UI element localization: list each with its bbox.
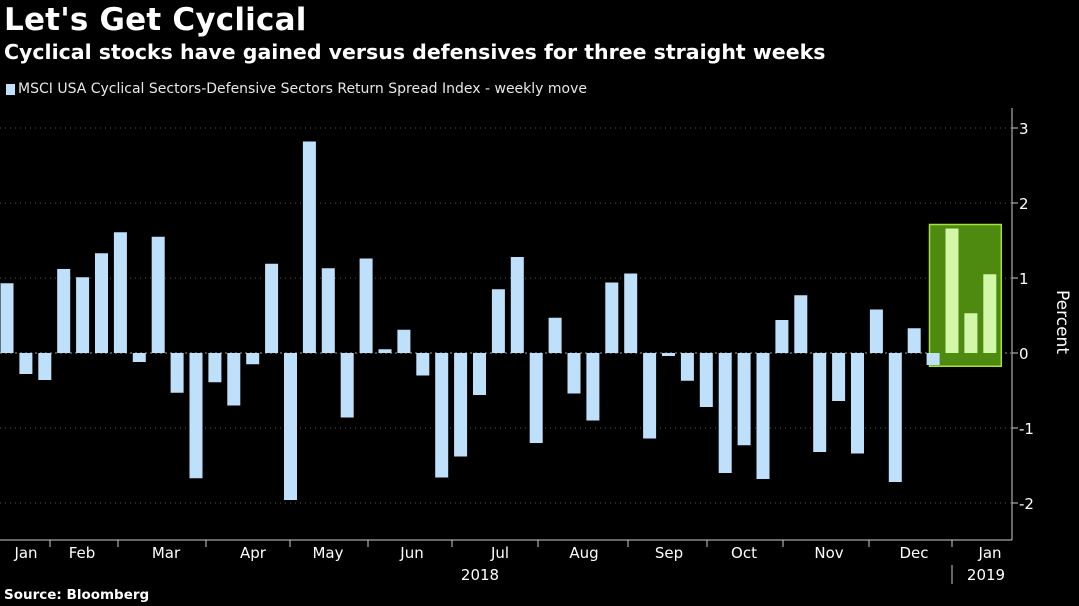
x-tick-label: Apr [240, 544, 267, 562]
x-tick-label: Feb [69, 544, 96, 562]
y-tick-label: -1 [1019, 420, 1034, 438]
bar [945, 228, 959, 353]
x-tick-label: Dec [899, 544, 928, 562]
bar [983, 274, 997, 353]
bar [964, 313, 978, 353]
y-tick-label: 0 [1019, 345, 1029, 363]
bar [227, 353, 241, 406]
axes: 3 2 1 0 -1 -2 Jan Feb Mar Apr May Jun Jul Aug Sep Oct No… [0, 108, 1034, 584]
x-tick-label: Oct [731, 544, 757, 562]
bar [832, 353, 846, 401]
bar [699, 353, 713, 407]
x-tick-label: Nov [814, 544, 843, 562]
bar [491, 289, 505, 353]
bar [321, 268, 335, 353]
bar [529, 353, 543, 443]
bar [680, 353, 694, 381]
bar [359, 258, 373, 353]
x-tick-label: Jan [13, 544, 37, 562]
bars [0, 141, 997, 500]
x-tick-label: Jul [490, 544, 509, 562]
y-tick-label: -2 [1019, 495, 1034, 513]
bar [95, 253, 108, 353]
bar [38, 353, 52, 380]
bar [132, 353, 146, 362]
bar [605, 282, 619, 353]
year-label: 2018 [461, 566, 499, 584]
x-tick-label: Aug [569, 544, 598, 562]
bar [170, 353, 184, 393]
bar [151, 236, 165, 353]
bar [416, 353, 430, 376]
bar [624, 273, 638, 353]
y-tick-label: 3 [1019, 120, 1029, 138]
bar [19, 353, 33, 374]
bar [302, 141, 316, 353]
bar [718, 353, 732, 473]
bar [737, 353, 751, 446]
bar [113, 232, 127, 353]
bar [510, 257, 524, 353]
year-label: 2019 [967, 566, 1005, 584]
bar [454, 353, 468, 457]
x-tick-label: Jan [977, 544, 1001, 562]
source-note: Source: Bloomberg [4, 587, 150, 603]
bar [643, 353, 657, 439]
bar [208, 353, 222, 383]
bar [435, 353, 449, 478]
bar [76, 277, 90, 353]
x-tick-label: Jun [399, 544, 423, 562]
bar [926, 353, 940, 365]
bar [0, 283, 14, 353]
bar [340, 353, 354, 418]
bar [473, 353, 486, 395]
bar [265, 263, 279, 353]
y-axis-label: Percent [1052, 290, 1072, 354]
bar [246, 353, 260, 365]
bar [567, 353, 581, 394]
x-tick-label: Sep [655, 544, 683, 562]
bar [548, 317, 562, 353]
bar [888, 353, 902, 482]
bar [662, 353, 675, 356]
grid-lines [0, 127, 1011, 504]
x-tick-label: Mar [152, 544, 181, 562]
legend: MSCI USA Cyclical Sectors-Defensive Sect… [6, 81, 587, 97]
bar [775, 320, 789, 353]
bar [284, 353, 297, 500]
bar [851, 353, 864, 454]
y-tick-label: 2 [1019, 195, 1029, 213]
legend-label: MSCI USA Cyclical Sectors-Defensive Sect… [18, 81, 588, 97]
bar [57, 269, 71, 353]
chart-title: Let's Get Cyclical [4, 2, 307, 38]
bar [378, 349, 392, 353]
bar [869, 309, 883, 353]
bar [756, 353, 770, 479]
bar [813, 353, 827, 452]
bar [189, 353, 203, 479]
x-tick-label: May [312, 544, 343, 562]
bar [907, 328, 921, 353]
y-tick-label: 1 [1019, 270, 1029, 288]
bar [794, 295, 808, 353]
chart-subtitle: Cyclical stocks have gained versus defen… [4, 40, 826, 64]
bar [397, 329, 411, 353]
bar [586, 353, 600, 421]
legend-swatch [6, 83, 15, 95]
